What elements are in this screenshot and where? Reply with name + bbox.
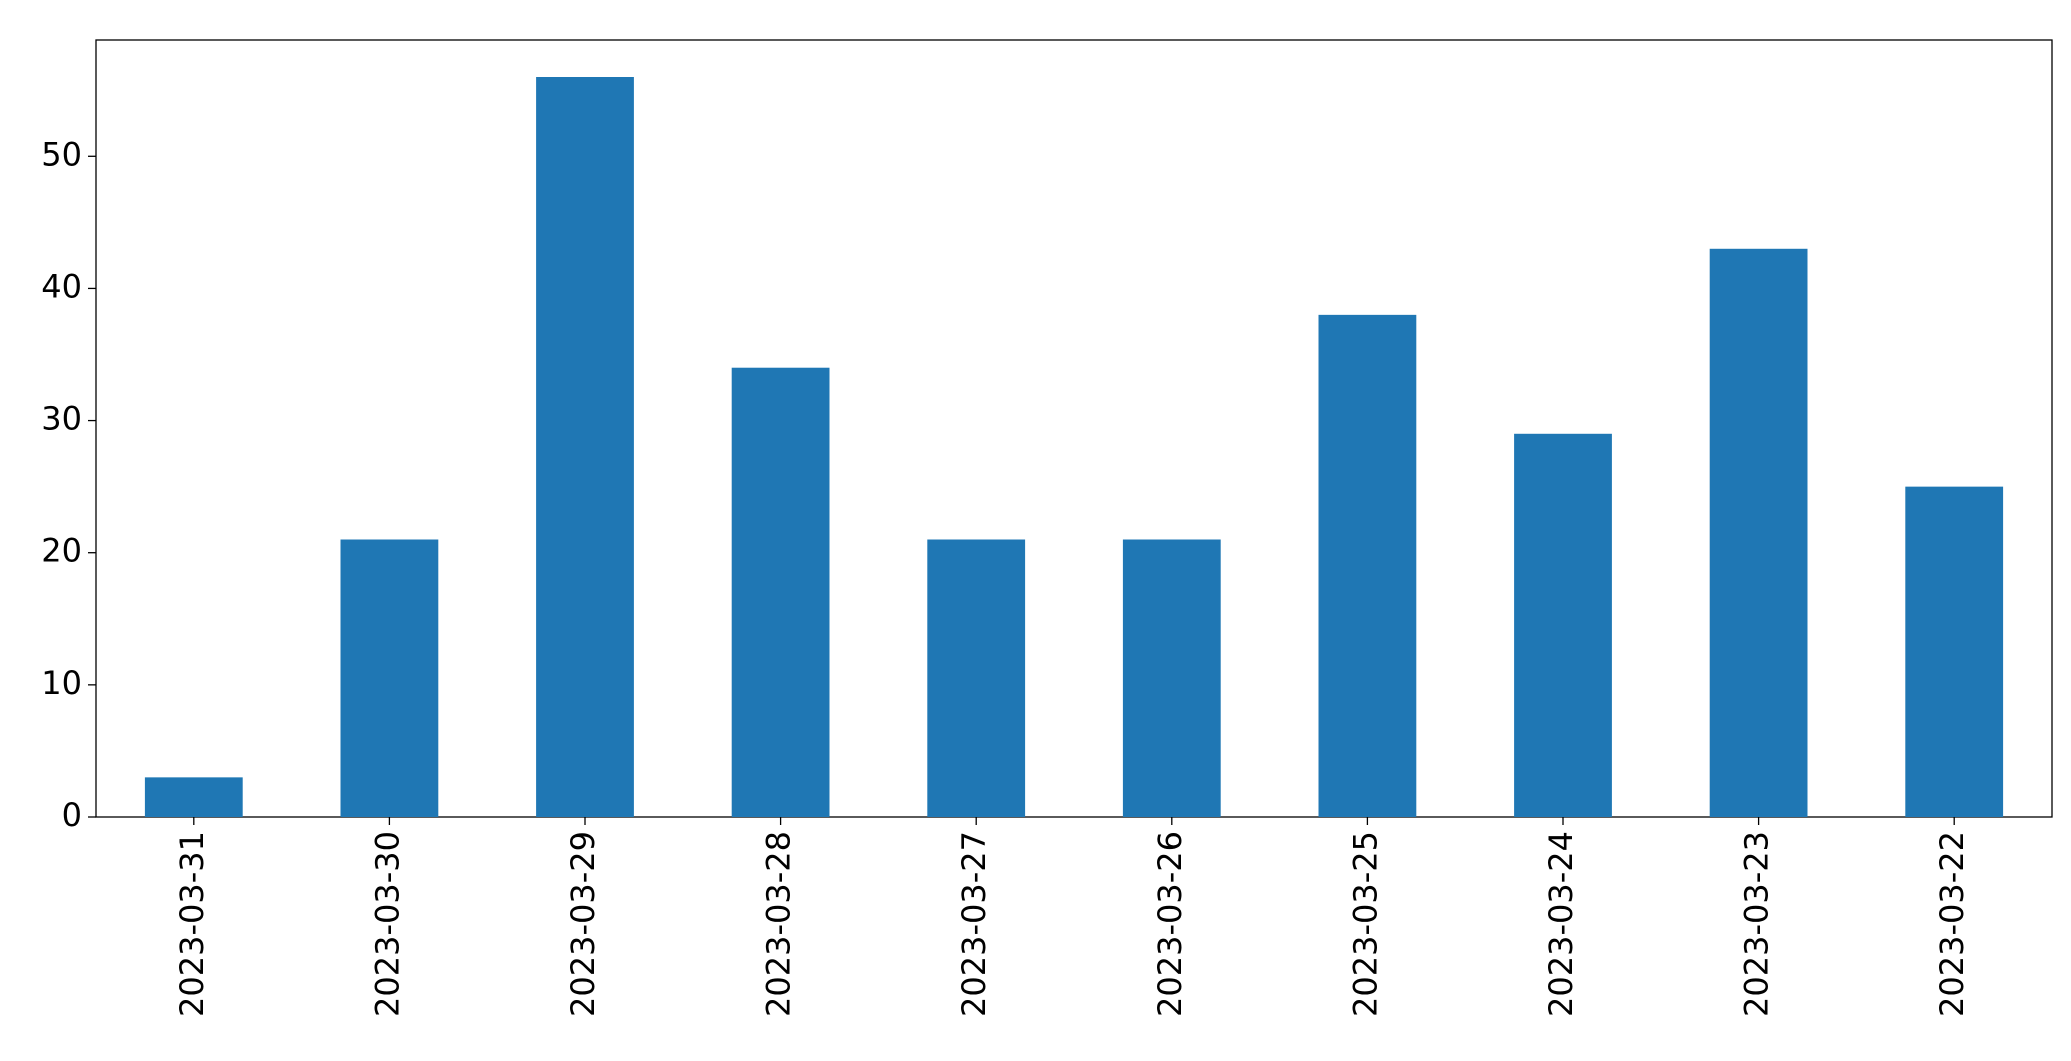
x-tick-label: 2023-03-27 — [955, 831, 993, 1017]
y-tick-label: 10 — [41, 664, 82, 702]
y-tick-label: 20 — [41, 532, 82, 570]
bar — [731, 367, 830, 817]
x-tick-label: 2023-03-22 — [1933, 831, 1971, 1017]
bar — [1905, 486, 2004, 817]
x-tick-label: 2023-03-25 — [1346, 831, 1384, 1017]
y-tick-label: 40 — [41, 267, 82, 305]
bar — [144, 777, 243, 817]
bar — [1514, 433, 1612, 817]
x-tick-label: 2023-03-28 — [760, 831, 798, 1017]
bar — [536, 77, 634, 817]
bar — [340, 539, 439, 817]
x-tick-label: 2023-03-24 — [1542, 831, 1580, 1017]
bar — [927, 539, 1026, 817]
x-tick-label: 2023-03-26 — [1151, 831, 1189, 1017]
y-tick-label: 30 — [41, 400, 82, 438]
bar — [1122, 539, 1221, 817]
y-tick-label: 50 — [41, 135, 82, 173]
bar — [1709, 248, 1808, 818]
x-tick-label: 2023-03-29 — [564, 831, 602, 1017]
x-tick-label: 2023-03-30 — [368, 831, 406, 1017]
bar — [1318, 314, 1417, 817]
y-tick-label: 0 — [62, 796, 82, 834]
x-tick-label: 2023-03-23 — [1738, 831, 1776, 1017]
x-tick-label: 2023-03-31 — [173, 831, 211, 1017]
axes-frame — [95, 39, 2053, 818]
